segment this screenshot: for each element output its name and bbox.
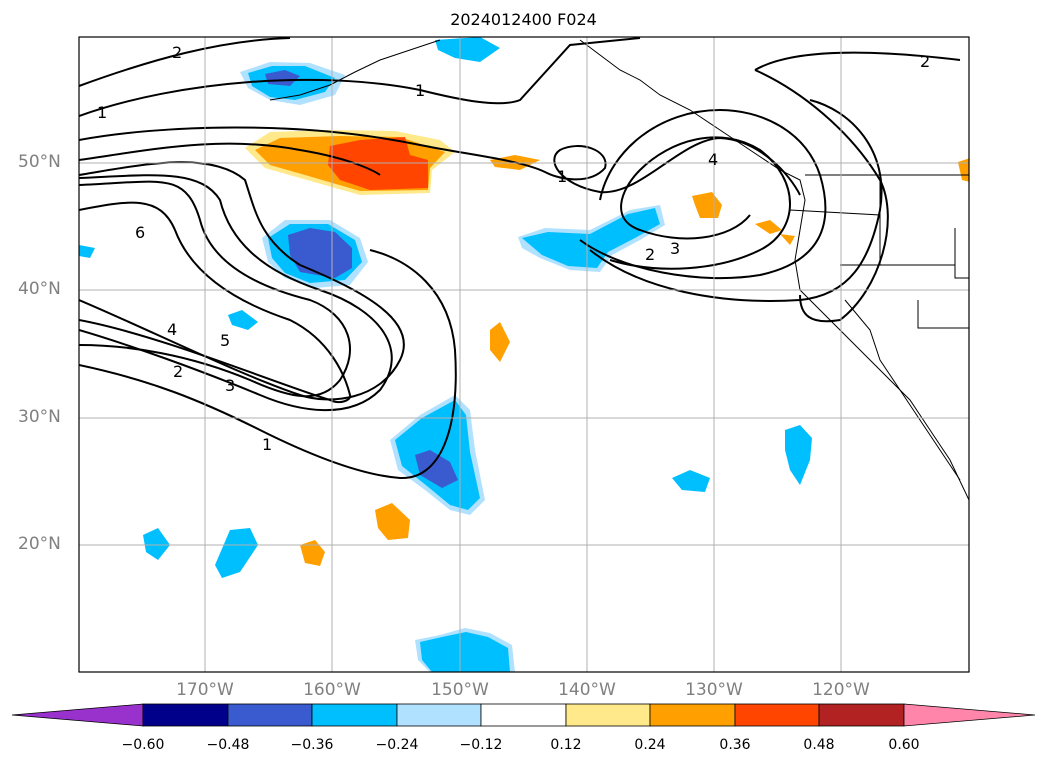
contour-label: 2 [645,245,655,264]
colorbar-tick-label: −0.24 [375,737,419,753]
map-frame [78,36,970,673]
colorbar-tick-label: −0.60 [121,737,165,753]
colorbar-tick-label: −0.36 [290,737,334,753]
colorbar-segment [142,703,229,727]
colorbar-segment [311,703,398,727]
colorbar-tick-label: 0.12 [550,737,582,753]
colorbar-tick-label: 0.24 [634,737,666,753]
contour-label: 3 [225,376,235,395]
colorbar-tick-label: 0.60 [888,737,920,753]
colorbar [11,703,1036,727]
gridlines [79,37,969,672]
colorbar-segment [818,703,905,727]
lon-label-120w: 120°W [812,680,870,700]
colorbar-tick-label: −0.48 [206,737,250,753]
lon-label-140w: 140°W [558,680,616,700]
contour-label: 1 [415,81,425,100]
lat-label-40n: 40°N [18,279,61,299]
contour-label: 1 [262,435,272,454]
contour-label: 2 [173,362,183,381]
colorbar-under-arrow [11,703,144,727]
lat-label-20n: 20°N [18,534,61,554]
colorbar-segment [649,703,736,727]
colorbar-tick-label: 0.36 [719,737,751,753]
lat-label-50n: 50°N [18,152,61,172]
lat-label-30n: 30°N [18,407,61,427]
contour-lines [79,37,961,480]
colorbar-tick-label: −0.12 [459,737,503,753]
contour-label: 5 [220,331,230,350]
colorbar-segment [480,703,567,727]
map-title: 2024012400 F024 [450,10,597,29]
contour-label: 1 [557,167,567,186]
contour-label: 4 [167,320,177,339]
colorbar-segment [396,703,482,727]
contour-label: 3 [670,239,680,258]
lon-label-130w: 130°W [685,680,743,700]
colorbar-segment [734,703,820,727]
coastlines [269,39,969,501]
contour-label: 2 [172,43,182,62]
contour-label: 4 [708,150,718,169]
contour-label: 1 [97,103,107,122]
lon-label-150w: 150°W [431,680,489,700]
lon-label-170w: 170°W [176,680,234,700]
lon-label-160w: 160°W [303,680,361,700]
contour-label: 2 [920,52,930,71]
colorbar-segment [227,703,313,727]
colorbar-tick-label: 0.48 [803,737,835,753]
contour-label: 6 [135,223,145,242]
colorbar-over-arrow [903,703,1036,727]
colorbar-segment [565,703,651,727]
anomaly-fields [79,37,969,672]
